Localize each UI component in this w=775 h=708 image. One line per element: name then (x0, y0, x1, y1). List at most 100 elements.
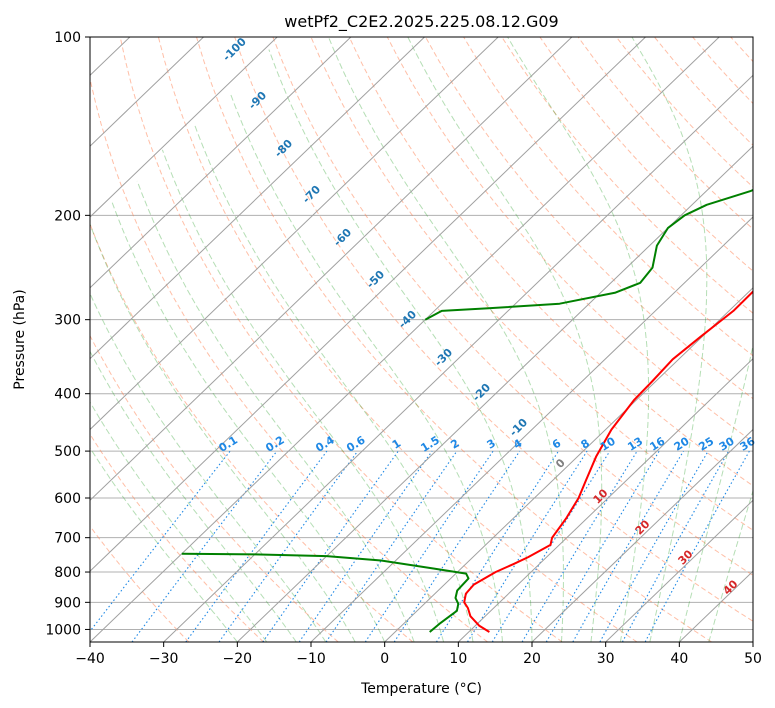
dry-adiabat (463, 37, 753, 357)
y-tick-label: 100 (54, 30, 81, 46)
mixing-ratio-label: 6 (550, 436, 564, 451)
y-tick-label: 700 (54, 531, 81, 547)
dry-adiabat (386, 37, 753, 443)
mixing-ratio-line (298, 450, 433, 642)
dry-adiabat (272, 37, 753, 577)
moist-adiabat (90, 401, 268, 642)
isotherm-line (457, 357, 753, 642)
mixing-ratio-line (644, 450, 750, 642)
dry-adiabat (90, 433, 264, 642)
x-tick-label: −30 (149, 651, 179, 667)
isotherm-line (90, 37, 499, 431)
dry-adiabat (501, 37, 753, 314)
y-tick-label: 900 (54, 595, 81, 611)
x-tick-label: −10 (296, 651, 326, 667)
moist-adiabat (90, 446, 238, 642)
mixing-ratio-line (393, 450, 521, 642)
x-tick-label: 50 (744, 651, 762, 667)
dry-adiabat (577, 37, 753, 230)
isotherm-label: 0 (553, 456, 568, 471)
isotherm-line (531, 428, 753, 642)
moist-adiabat (708, 489, 753, 642)
y-tick-label: 800 (54, 565, 81, 581)
isotherm-label: -70 (300, 183, 323, 206)
x-tick-label: 40 (670, 651, 688, 667)
mixing-ratio-label: 0.1 (217, 433, 240, 454)
dry-adiabat (769, 37, 775, 642)
isotherm-line (90, 37, 204, 147)
isotherm-lines (0, 37, 753, 642)
y-tick-label: 1000 (45, 622, 81, 638)
mixing-ratio-line (218, 450, 359, 642)
dry-adiabat (90, 334, 339, 642)
moist-adiabat (90, 222, 356, 642)
y-tick-label: 600 (54, 491, 81, 507)
mixing-ratio-line (435, 450, 559, 642)
isotherm-line (90, 37, 573, 502)
mixing-ratio-line (491, 450, 611, 642)
isotherm-label: 30 (676, 547, 696, 567)
dry-adiabat (539, 37, 753, 272)
dry-adiabat (692, 37, 753, 105)
isotherm-label: -100 (220, 35, 249, 64)
mixing-ratio-line (364, 450, 494, 642)
isotherm-line (0, 37, 56, 642)
mixing-ratio-line (325, 450, 458, 642)
x-axis-ticks: −40 −30 −20 −10 0 10 20 30 40 50 (75, 642, 762, 667)
moist-adiabats (90, 37, 753, 642)
isotherm-line (605, 499, 753, 642)
mixing-ratio-line (621, 450, 730, 642)
y-tick-label: 500 (54, 444, 81, 460)
isotherm-label: -80 (272, 137, 295, 160)
mixing-ratio-label: 1.5 (419, 433, 442, 454)
y-tick-label: 300 (54, 313, 81, 329)
moist-adiabat (90, 292, 327, 642)
mixing-ratio-label: 2 (448, 437, 461, 452)
dewpoint-profile-lower (181, 552, 470, 633)
isotherm-label: -90 (246, 89, 269, 112)
mixing-ratio-line (90, 450, 231, 633)
moist-adiabat (161, 149, 445, 642)
mixing-ratio-line (467, 450, 588, 642)
moist-adiabat (407, 37, 603, 642)
y-axis-title: Pressure (hPa) (12, 289, 28, 389)
x-tick-label: −20 (223, 651, 253, 667)
isotherm-line (384, 287, 753, 642)
dry-adiabat (157, 37, 638, 642)
mixing-ratio-line (262, 450, 399, 642)
dry-adiabat (234, 37, 753, 622)
dewpoint-profile-upper (424, 188, 753, 321)
isotherm-label: 10 (591, 486, 611, 506)
dry-adiabat (90, 525, 190, 642)
isotherm-label: 20 (633, 517, 653, 537)
isotherm-line (236, 145, 753, 642)
isotherm-line (310, 216, 753, 642)
dry-adiabat (310, 37, 753, 531)
mixing-ratio-lines (90, 450, 750, 642)
profile-series (181, 188, 753, 633)
dry-adiabat (119, 37, 563, 642)
dry-adiabat (90, 222, 414, 642)
x-axis-title: Temperature (°C) (360, 681, 482, 697)
dry-adiabat (348, 37, 753, 487)
moist-adiabat (193, 123, 474, 642)
isotherm-label: -60 (331, 226, 354, 249)
mixing-ratio-line (572, 450, 684, 642)
isotherm-line (90, 37, 720, 642)
temperature-profile (463, 290, 753, 633)
isotherm-line (752, 641, 753, 642)
dry-adiabats (90, 37, 775, 642)
mixing-ratio-line (599, 450, 709, 642)
dry-adiabat (425, 37, 753, 400)
moist-adiabat (268, 49, 533, 642)
isotherm-label: -20 (470, 381, 493, 404)
y-tick-label: 400 (54, 387, 81, 403)
moist-adiabat (90, 350, 297, 642)
isotherm-label: 40 (721, 577, 741, 597)
moist-adiabat (631, 37, 708, 642)
x-tick-label: −40 (75, 651, 105, 667)
isotherm-line (90, 37, 352, 289)
x-tick-label: 20 (523, 651, 541, 667)
isotherm-line (163, 74, 753, 642)
